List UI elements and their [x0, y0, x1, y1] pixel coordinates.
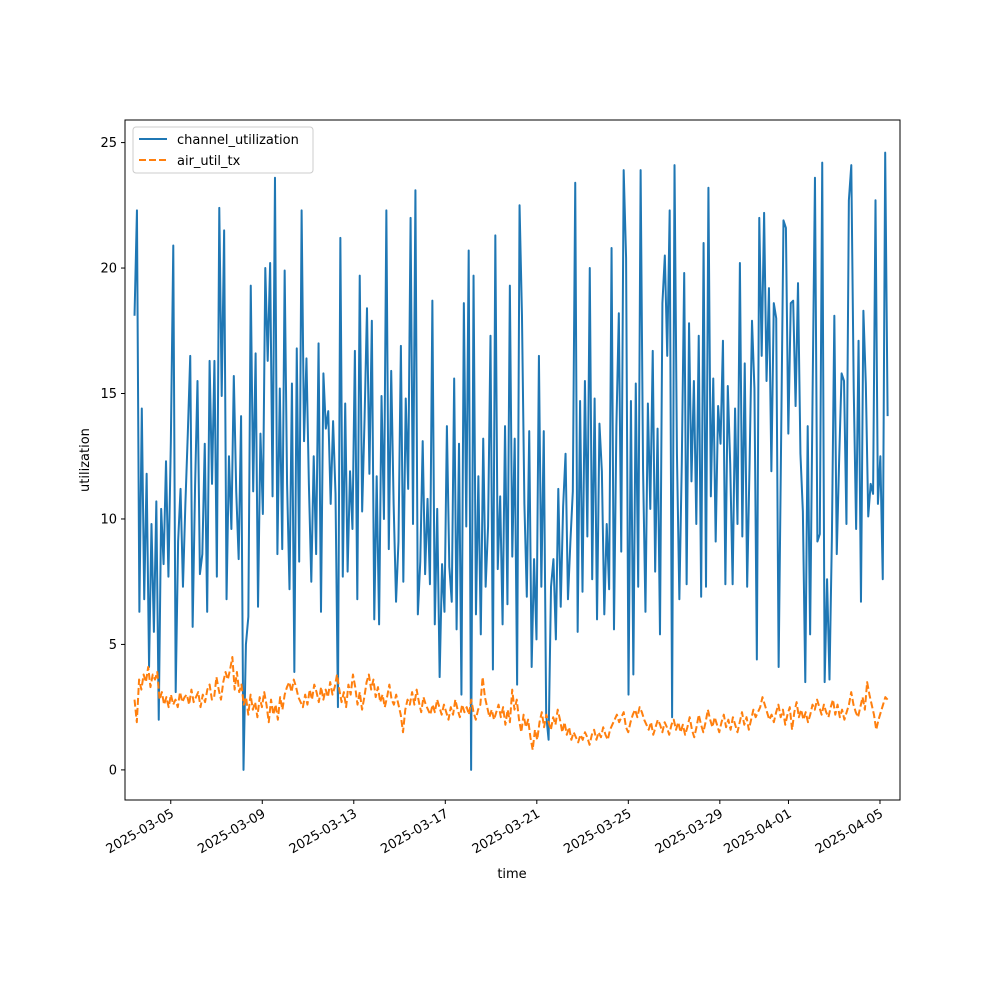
- legend-label-channel-utilization: channel_utilization: [177, 133, 299, 148]
- legend: channel_utilization air_util_tx: [132, 126, 314, 174]
- y-axis-label: utilization: [78, 428, 93, 492]
- plot-lines: [133, 151, 889, 771]
- y-tick-label: 25: [100, 136, 117, 151]
- x-axis-label: time: [497, 867, 526, 882]
- series-line-channel-utilization: [133, 151, 889, 771]
- y-axis: 0 5 10 15 20 25: [100, 136, 125, 778]
- y-tick-label: 10: [100, 512, 117, 527]
- y-tick-label: 5: [109, 638, 117, 653]
- y-tick-label: 20: [100, 262, 117, 277]
- plot-frame: [124, 119, 901, 801]
- y-tick-label: 0: [109, 763, 117, 778]
- legend-label-air-util-tx: air_util_tx: [177, 154, 241, 169]
- series-line-air-util-tx: [133, 655, 889, 751]
- legend-box: [132, 126, 314, 174]
- y-tick-label: 15: [100, 387, 117, 402]
